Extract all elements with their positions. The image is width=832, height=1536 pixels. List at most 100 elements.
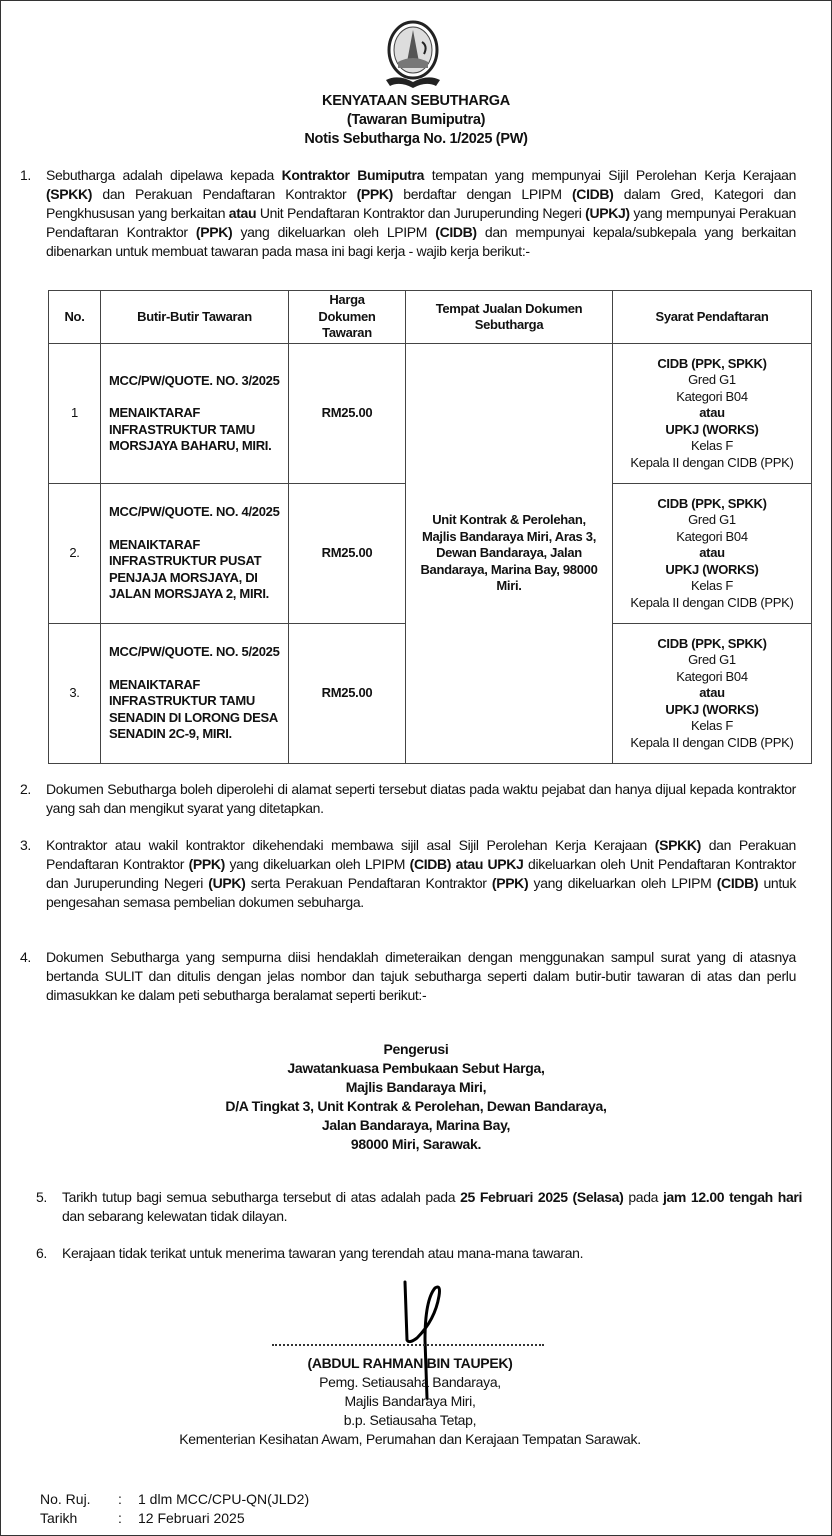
bold-text: (PPK) bbox=[491, 875, 529, 891]
bold-text: (PPK) bbox=[195, 224, 233, 240]
requirement-kelas: Kelas F bbox=[691, 438, 733, 454]
requirement-gred: Gred G1 bbox=[688, 512, 736, 528]
spacer bbox=[109, 521, 280, 537]
notice-number: Notis Sebutharga No. 1/2025 (PW) bbox=[304, 131, 528, 147]
bold-text: jam 12.00 tengah hari bbox=[662, 1189, 803, 1205]
requirement-cidb: CIDB (PPK, SPKK) bbox=[657, 495, 767, 511]
spacer bbox=[109, 661, 280, 677]
handwritten-signature bbox=[403, 1280, 441, 1400]
registration-requirements: CIDB (PPK, SPKK) Gred G1 Kategori B04 atau U… bbox=[612, 343, 812, 484]
requirement-kategori: Kategori B04 bbox=[676, 528, 748, 544]
tender-title: MENAIKTARAF INFRASTRUKTUR PUSAT PENJAJA … bbox=[109, 536, 269, 602]
ref-label: No. Ruj. bbox=[40, 1491, 91, 1507]
paragraph-1: 1. Sebutharga adalah dipelawa kepada Kont… bbox=[20, 166, 797, 261]
paragraph-4: 4. Dokumen Sebutharga yang sempurna diisi… bbox=[20, 948, 796, 1005]
separator: : bbox=[118, 1510, 122, 1526]
bold-text: atau bbox=[228, 205, 257, 221]
document-price: RM25.00 bbox=[288, 483, 406, 624]
date-value: 12 Februari 2025 bbox=[138, 1510, 245, 1526]
address-line: 98000 Miri, Sarawak. bbox=[350, 1136, 482, 1152]
paragraph-6: 6. Kerajaan tidak terikat untuk menerima … bbox=[36, 1244, 802, 1263]
text: Kerajaan tidak terikat untuk menerima ta… bbox=[62, 1245, 584, 1261]
signatory-title: Majlis Bandaraya Miri, bbox=[344, 1393, 476, 1409]
header-requirements: Syarat Pendaftaran bbox=[612, 290, 812, 344]
document-title: KENYATAAN SEBUTHARGA bbox=[322, 93, 510, 109]
paragraph-number: 3. bbox=[20, 837, 31, 853]
quote-reference: MCC/PW/QUOTE. NO. 3/2025 bbox=[109, 372, 280, 388]
bold-text: (PPK) bbox=[188, 856, 226, 872]
bold-text: (SPKK) bbox=[46, 186, 93, 202]
reference-block: No. Ruj.:1 dlm MCC/CPU-QN(JLD2) Tarikh:1… bbox=[40, 1490, 309, 1528]
bold-text: (UPKJ) bbox=[585, 205, 630, 221]
requirement-kepala: Kepala II dengan CIDB (PPK) bbox=[630, 454, 794, 470]
ref-value: 1 dlm MCC/CPU-QN(JLD2) bbox=[138, 1491, 310, 1507]
requirement-cidb: CIDB (PPK, SPKK) bbox=[657, 355, 767, 371]
text: tempatan yang mempunyai Sijil Perolehan … bbox=[424, 167, 797, 183]
bold-text: (UPK) bbox=[208, 875, 246, 891]
table-row: 1 MCC/PW/QUOTE. NO. 3/2025 MENAIKTARAF INF… bbox=[48, 343, 812, 764]
date-row: Tarikh:12 Februari 2025 bbox=[40, 1509, 309, 1528]
text: dalam Gred, Kategori dan Pengkhususan ya… bbox=[46, 186, 796, 221]
registration-requirements: CIDB (PPK, SPKK) Gred G1 Kategori B04 atau U… bbox=[612, 623, 812, 764]
text: yang dikeluarkan oleh LPIPM bbox=[528, 875, 717, 891]
requirement-atau: atau bbox=[699, 545, 725, 561]
requirement-gred: Gred G1 bbox=[688, 372, 736, 388]
bold-text: 25 Februari 2025 (Selasa) bbox=[460, 1189, 624, 1205]
document-price: RM25.00 bbox=[288, 623, 406, 764]
address-line: Jawatankuasa Pembukaan Sebut Harga, bbox=[287, 1060, 545, 1076]
text: Unit Pendaftaran Kontraktor dan Juruperu… bbox=[256, 205, 586, 221]
paragraph-2: 2. Dokumen Sebutharga boleh diperolehi di… bbox=[20, 780, 796, 818]
signatory-title: Kementerian Kesihatan Awam, Perumahan da… bbox=[179, 1431, 641, 1447]
requirement-gred: Gred G1 bbox=[688, 652, 736, 668]
text: serta Perakuan Pendaftaran Kontraktor bbox=[245, 875, 492, 891]
address-line: D/A Tingkat 3, Unit Kontrak & Perolehan,… bbox=[225, 1098, 607, 1114]
requirement-upkj: UPKJ (WORKS) bbox=[665, 701, 759, 717]
document-heading: KENYATAAN SEBUTHARGA (Tawaran Bumiputra)… bbox=[0, 92, 832, 149]
table-header-row: No. Butir-Butir Tawaran Harga Dokumen Ta… bbox=[48, 290, 812, 344]
requirement-kategori: Kategori B04 bbox=[676, 388, 748, 404]
bold-text: (PPK) bbox=[356, 186, 394, 202]
document-price: RM25.00 bbox=[288, 343, 406, 484]
requirement-kategori: Kategori B04 bbox=[676, 668, 748, 684]
tender-item: MCC/PW/QUOTE. NO. 5/2025 MENAIKTARAF INFR… bbox=[100, 623, 289, 764]
spacer bbox=[109, 389, 280, 405]
address-line: Majlis Bandaraya Miri, bbox=[345, 1079, 487, 1095]
header-no: No. bbox=[48, 290, 101, 344]
requirement-kepala: Kepala II dengan CIDB (PPK) bbox=[630, 734, 794, 750]
document-subtitle: (Tawaran Bumiputra) bbox=[346, 112, 486, 128]
row-number: 2. bbox=[48, 483, 101, 624]
date-label: Tarikh bbox=[40, 1510, 78, 1526]
text: berdaftar dengan LPIPM bbox=[393, 186, 572, 202]
bold-text: (CIDB) bbox=[435, 224, 477, 240]
separator: : bbox=[118, 1491, 122, 1507]
header-place: Tempat Jualan Dokumen Sebutharga bbox=[405, 290, 613, 344]
text: dan sebarang kelewatan tidak dilayan. bbox=[62, 1208, 288, 1224]
signatory-name: (ABDUL RAHMAN BIN TAUPEK) bbox=[307, 1355, 513, 1371]
tender-title: MENAIKTARAF INFRASTRUKTUR TAMU MORSJAYA … bbox=[109, 405, 272, 453]
requirement-atau: atau bbox=[699, 405, 725, 421]
paragraph-number: 1. bbox=[20, 167, 31, 183]
text: yang dikeluarkan oleh LPIPM bbox=[232, 224, 436, 240]
row-number: 1 bbox=[48, 343, 101, 484]
paragraph-5: 5. Tarikh tutup bagi semua sebutharga ter… bbox=[36, 1188, 803, 1226]
address-line: Pengerusi bbox=[383, 1041, 449, 1057]
sale-location: Unit Kontrak & Perolehan, Majlis Bandara… bbox=[405, 343, 613, 764]
tender-title: MENAIKTARAF INFRASTRUKTUR TAMU SENADIN D… bbox=[109, 676, 278, 742]
requirement-kepala: Kepala II dengan CIDB (PPK) bbox=[630, 594, 794, 610]
council-crest-logo bbox=[386, 20, 440, 88]
tender-item: MCC/PW/QUOTE. NO. 4/2025 MENAIKTARAF INFR… bbox=[100, 483, 289, 624]
quote-reference: MCC/PW/QUOTE. NO. 4/2025 bbox=[109, 504, 280, 520]
header-items: Butir-Butir Tawaran bbox=[100, 290, 289, 344]
text: Dokumen Sebutharga yang sempurna diisi h… bbox=[46, 949, 796, 1003]
reference-number-row: No. Ruj.:1 dlm MCC/CPU-QN(JLD2) bbox=[40, 1490, 309, 1509]
text: pada bbox=[623, 1189, 663, 1205]
row-number: 3. bbox=[48, 623, 101, 764]
address-line: Jalan Bandaraya, Marina Bay, bbox=[321, 1117, 511, 1133]
tender-item: MCC/PW/QUOTE. NO. 3/2025 MENAIKTARAF INFR… bbox=[100, 343, 289, 484]
text: dan mempunyai kepala/subkepala yang berk… bbox=[46, 224, 796, 259]
table-row: 3. MCC/PW/QUOTE. NO. 5/2025 MENAIKTARAF IN… bbox=[48, 623, 812, 764]
text: Tarikh tutup bagi semua sebutharga terse… bbox=[62, 1189, 461, 1205]
registration-requirements: CIDB (PPK, SPKK) Gred G1 Kategori B04 atau U… bbox=[612, 483, 812, 624]
text: yang mempunyai Perakuan Pendaftaran Kont… bbox=[46, 205, 796, 240]
text: dikeluarkan oleh Unit Pendaftaran Kontra… bbox=[46, 856, 796, 891]
